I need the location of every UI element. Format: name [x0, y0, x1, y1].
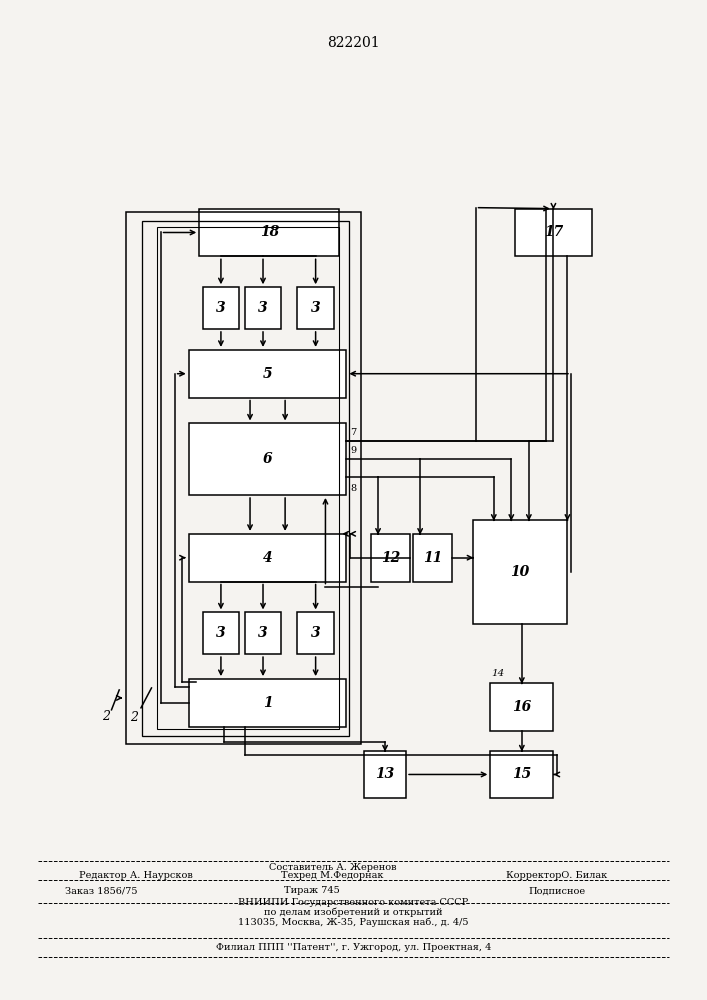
- Text: Тираж 745: Тираж 745: [284, 886, 339, 895]
- Text: 113035, Москва, Ж-35, Раушская наб., д. 4/5: 113035, Москва, Ж-35, Раушская наб., д. …: [238, 918, 469, 927]
- Text: 3: 3: [258, 301, 268, 315]
- Text: 4: 4: [263, 551, 272, 565]
- Text: Филиал ППП ''Патент'', г. Ужгород, ул. Проектная, 4: Филиал ППП ''Патент'', г. Ужгород, ул. П…: [216, 943, 491, 952]
- Text: КорректорО. Билак: КорректорО. Билак: [506, 871, 607, 880]
- Bar: [515, 209, 592, 256]
- Bar: [473, 520, 568, 624]
- Bar: [364, 751, 406, 798]
- Text: 5: 5: [263, 367, 272, 381]
- Bar: [189, 350, 346, 398]
- Text: 18: 18: [259, 225, 279, 239]
- Text: 12: 12: [380, 551, 400, 565]
- Bar: [490, 751, 554, 798]
- Bar: [157, 227, 339, 729]
- Text: 3: 3: [216, 626, 226, 640]
- Text: Техред М.Федорнак: Техред М.Федорнак: [281, 871, 384, 880]
- Text: 3: 3: [311, 301, 320, 315]
- Text: 14: 14: [491, 669, 505, 678]
- Text: 6: 6: [263, 452, 272, 466]
- Text: 16: 16: [513, 700, 532, 714]
- Text: 822201: 822201: [327, 36, 380, 50]
- Text: 15: 15: [513, 767, 532, 781]
- Bar: [490, 683, 554, 731]
- Text: 2: 2: [102, 710, 110, 723]
- Text: 11: 11: [423, 551, 442, 565]
- Bar: [203, 287, 239, 329]
- Text: Подписное: Подписное: [528, 886, 585, 895]
- Text: 13: 13: [375, 767, 395, 781]
- Text: 3: 3: [216, 301, 226, 315]
- Text: 7: 7: [350, 428, 356, 437]
- Text: 10: 10: [510, 565, 530, 579]
- Text: 8: 8: [350, 484, 356, 493]
- Bar: [371, 534, 409, 582]
- Text: 17: 17: [544, 225, 563, 239]
- Text: 3: 3: [258, 626, 268, 640]
- Bar: [199, 209, 339, 256]
- Text: 9: 9: [350, 446, 356, 455]
- Bar: [245, 612, 281, 654]
- Text: 1: 1: [263, 696, 272, 710]
- Text: 3: 3: [311, 626, 320, 640]
- Bar: [203, 612, 239, 654]
- Text: Составитель А. Жеренов: Составитель А. Жеренов: [269, 863, 396, 872]
- Bar: [126, 212, 361, 744]
- Text: 2: 2: [130, 711, 139, 724]
- Text: Редактор А. Наурсков: Редактор А. Наурсков: [79, 871, 193, 880]
- Bar: [245, 287, 281, 329]
- Bar: [189, 534, 346, 582]
- Text: Заказ 1856/75: Заказ 1856/75: [65, 886, 137, 895]
- Bar: [298, 287, 334, 329]
- Text: по делам изобретений и открытий: по делам изобретений и открытий: [264, 908, 443, 917]
- Bar: [189, 679, 346, 727]
- Bar: [298, 612, 334, 654]
- Bar: [141, 221, 349, 736]
- Bar: [189, 423, 346, 495]
- Bar: [413, 534, 452, 582]
- Text: ВНИИПИ Государственного комитета СССР: ВНИИПИ Государственного комитета СССР: [238, 898, 469, 907]
